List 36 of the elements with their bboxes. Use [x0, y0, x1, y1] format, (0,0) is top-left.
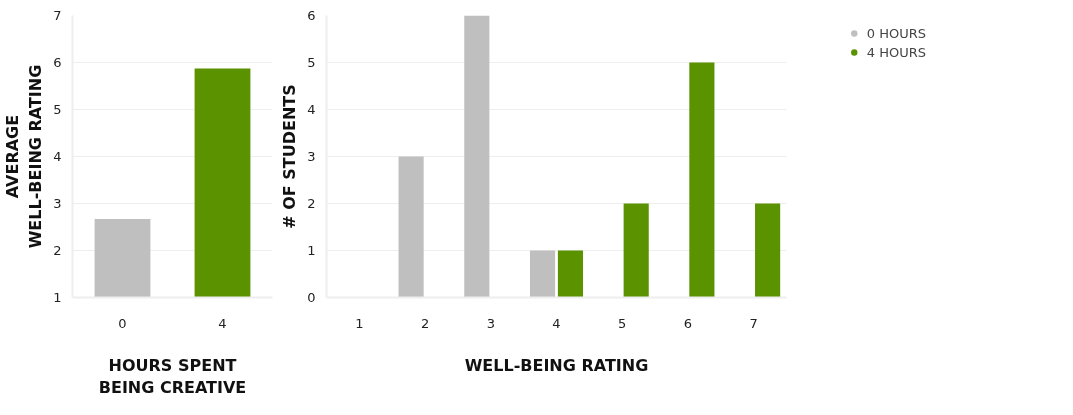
y-tick-label: 0	[307, 290, 316, 305]
x-tick-label: 0	[118, 315, 127, 331]
x-tick-label: 3	[486, 315, 495, 331]
x-axis-title: HOURS SPENT BEING CREATIVE	[98, 355, 247, 398]
y-tick-label: 2	[307, 196, 316, 211]
y-tick-label: 5	[53, 102, 62, 117]
y-tick-label: 3	[53, 196, 62, 211]
bar	[623, 203, 649, 298]
y-tick-label: 4	[307, 102, 316, 117]
x-tick-label: 2	[420, 315, 430, 331]
x-tick-label: 4	[552, 315, 561, 331]
bar	[557, 250, 584, 298]
x-tick-label: 7	[749, 315, 758, 331]
bar	[529, 250, 556, 298]
y-tick-label: 1	[53, 290, 62, 305]
legend-label: 0 HOURS	[866, 25, 926, 41]
bar	[398, 156, 424, 298]
x-tick-label: 1	[355, 315, 364, 331]
y-tick-label: 5	[307, 55, 316, 70]
bar	[755, 203, 781, 298]
x-tick-label: 5	[618, 315, 627, 331]
y-tick-label: 7	[53, 8, 62, 23]
legend-label: 4 HOURS	[866, 44, 926, 60]
y-tick-label: 1	[307, 243, 316, 258]
x-axis-title: WELL-BEING RATING	[464, 355, 649, 375]
y-axis-title: AVERAGE WELL-BEING RATING	[3, 64, 46, 249]
y-tick-label: 2	[53, 243, 62, 258]
bar	[689, 62, 715, 298]
y-axis-title: # OF STUDENTS	[280, 84, 300, 229]
x-tick-label: 6	[683, 315, 693, 331]
y-tick-label: 6	[53, 55, 62, 70]
y-tick-label: 4	[53, 149, 62, 164]
y-tick-label: 6	[307, 8, 316, 23]
y-tick-label: 3	[307, 149, 316, 164]
x-tick-label: 4	[218, 315, 227, 331]
bar	[464, 15, 490, 298]
